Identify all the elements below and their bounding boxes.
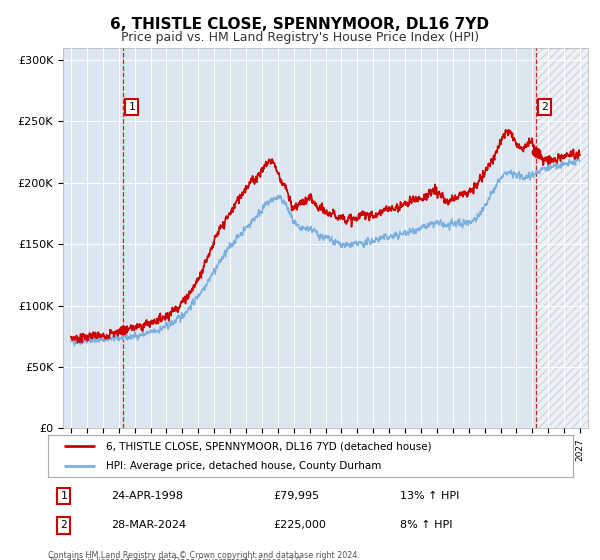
Text: 28-MAR-2024: 28-MAR-2024 [111, 520, 186, 530]
Text: 2: 2 [541, 101, 548, 111]
Text: HPI: Average price, detached house, County Durham: HPI: Average price, detached house, Coun… [106, 461, 381, 471]
Text: 13% ↑ HPI: 13% ↑ HPI [400, 491, 459, 501]
Text: This data is licensed under the Open Government Licence v3.0.: This data is licensed under the Open Gov… [48, 557, 304, 560]
Text: Contains HM Land Registry data © Crown copyright and database right 2024.: Contains HM Land Registry data © Crown c… [48, 551, 360, 560]
Text: £79,995: £79,995 [274, 491, 320, 501]
Text: 1: 1 [61, 491, 67, 501]
Bar [536, 48, 588, 428]
Text: Price paid vs. HM Land Registry's House Price Index (HPI): Price paid vs. HM Land Registry's House … [121, 31, 479, 44]
Text: 8% ↑ HPI: 8% ↑ HPI [400, 520, 452, 530]
Text: 6, THISTLE CLOSE, SPENNYMOOR, DL16 7YD: 6, THISTLE CLOSE, SPENNYMOOR, DL16 7YD [110, 17, 490, 31]
Text: 24-APR-1998: 24-APR-1998 [111, 491, 183, 501]
Text: 1: 1 [128, 101, 135, 111]
Text: 6, THISTLE CLOSE, SPENNYMOOR, DL16 7YD (detached house): 6, THISTLE CLOSE, SPENNYMOOR, DL16 7YD (… [106, 441, 431, 451]
Text: £225,000: £225,000 [274, 520, 326, 530]
Text: 2: 2 [61, 520, 67, 530]
Bar [536, 48, 588, 428]
